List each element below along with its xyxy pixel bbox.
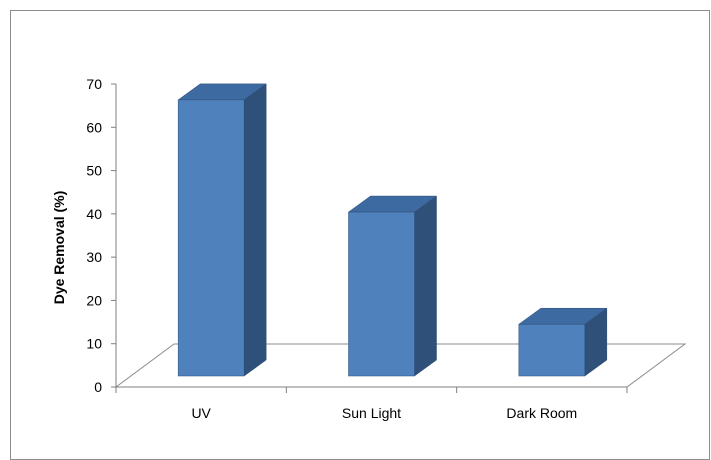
x-tick-label: Dark Room: [506, 405, 577, 421]
x-tick-label: Sun Light: [342, 405, 401, 421]
bar-front: [519, 324, 585, 376]
x-axis-labels: UV Sun Light Dark Room: [191, 405, 577, 421]
y-tick-label: 50: [86, 163, 102, 179]
y-tick-label: 60: [86, 119, 102, 135]
y-tick-label: 30: [86, 249, 102, 265]
bar-front: [178, 100, 244, 376]
y-tick-label: 70: [86, 76, 102, 92]
y-tick-label: 10: [86, 336, 102, 352]
bar-side: [415, 196, 437, 376]
bar-front: [349, 212, 415, 376]
bar-uv: [178, 84, 266, 376]
y-tick-label: 20: [86, 292, 102, 308]
bar-side: [244, 84, 266, 376]
bar-dark-room: [519, 308, 607, 376]
bar-sun-light: [349, 196, 437, 376]
x-tick-label: UV: [191, 405, 211, 421]
y-tick-label: 40: [86, 206, 102, 222]
bars: [178, 84, 607, 376]
dye-removal-chart: 0 10 20 30 40 50 60 70 UV Sun Light Dark Room Dye…: [0, 0, 711, 436]
y-axis-title: Dye Removal (%): [51, 191, 67, 305]
y-tick-label: 0: [94, 379, 102, 395]
